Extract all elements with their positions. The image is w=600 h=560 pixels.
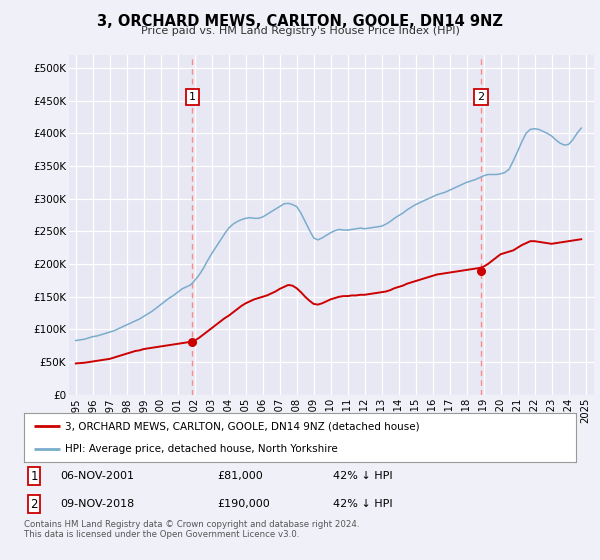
Text: 06-NOV-2001: 06-NOV-2001 (60, 472, 134, 481)
Text: 2: 2 (30, 497, 38, 511)
Text: 1: 1 (30, 470, 38, 483)
Text: 3, ORCHARD MEWS, CARLTON, GOOLE, DN14 9NZ: 3, ORCHARD MEWS, CARLTON, GOOLE, DN14 9N… (97, 14, 503, 29)
Text: 3, ORCHARD MEWS, CARLTON, GOOLE, DN14 9NZ (detached house): 3, ORCHARD MEWS, CARLTON, GOOLE, DN14 9N… (65, 422, 420, 431)
Text: 1: 1 (188, 92, 196, 102)
Text: Contains HM Land Registry data © Crown copyright and database right 2024.
This d: Contains HM Land Registry data © Crown c… (24, 520, 359, 539)
Text: £190,000: £190,000 (217, 499, 270, 509)
Text: 42% ↓ HPI: 42% ↓ HPI (333, 472, 393, 481)
Text: HPI: Average price, detached house, North Yorkshire: HPI: Average price, detached house, Nort… (65, 444, 338, 454)
Text: 42% ↓ HPI: 42% ↓ HPI (333, 499, 393, 509)
Text: £81,000: £81,000 (217, 472, 263, 481)
Text: 2: 2 (478, 92, 485, 102)
Text: Price paid vs. HM Land Registry's House Price Index (HPI): Price paid vs. HM Land Registry's House … (140, 26, 460, 36)
Text: 09-NOV-2018: 09-NOV-2018 (60, 499, 134, 509)
